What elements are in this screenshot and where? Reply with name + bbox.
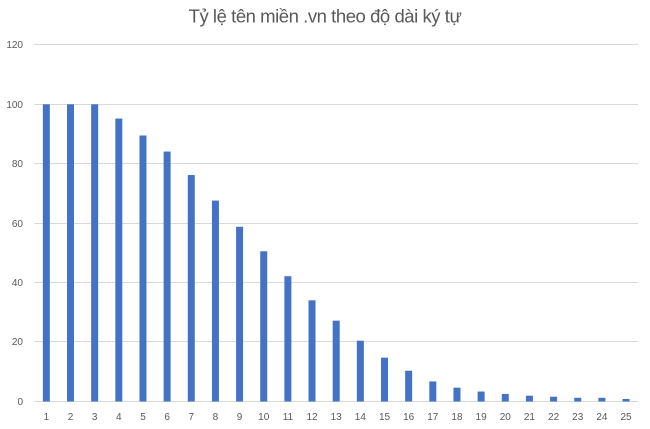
svg-text:9: 9: [237, 412, 243, 423]
svg-text:13: 13: [331, 412, 343, 423]
svg-text:3: 3: [92, 412, 98, 423]
svg-text:7: 7: [188, 412, 194, 423]
svg-text:10: 10: [258, 412, 270, 423]
svg-text:Tỷ lệ tên miền .vn theo độ dài: Tỷ lệ tên miền .vn theo độ dài ký tự: [189, 6, 462, 27]
svg-text:4: 4: [116, 412, 122, 423]
svg-text:5: 5: [140, 412, 146, 423]
svg-text:80: 80: [12, 159, 24, 170]
svg-text:25: 25: [620, 412, 632, 423]
svg-text:20: 20: [500, 412, 512, 423]
svg-text:15: 15: [379, 412, 391, 423]
svg-text:23: 23: [572, 412, 584, 423]
svg-text:18: 18: [451, 412, 463, 423]
svg-text:40: 40: [12, 278, 24, 289]
svg-text:19: 19: [476, 412, 488, 423]
svg-text:0: 0: [17, 397, 23, 408]
svg-text:21: 21: [524, 412, 536, 423]
svg-text:8: 8: [213, 412, 219, 423]
svg-text:6: 6: [164, 412, 170, 423]
svg-text:20: 20: [12, 337, 24, 348]
svg-text:22: 22: [548, 412, 560, 423]
svg-text:14: 14: [355, 412, 367, 423]
svg-text:24: 24: [596, 412, 608, 423]
svg-text:1: 1: [44, 412, 50, 423]
svg-text:16: 16: [403, 412, 415, 423]
svg-text:100: 100: [6, 100, 23, 111]
svg-text:11: 11: [283, 412, 294, 423]
svg-text:12: 12: [306, 412, 318, 423]
svg-text:120: 120: [6, 40, 23, 51]
svg-text:2: 2: [68, 412, 74, 423]
svg-text:60: 60: [12, 219, 24, 230]
svg-text:17: 17: [427, 412, 439, 423]
